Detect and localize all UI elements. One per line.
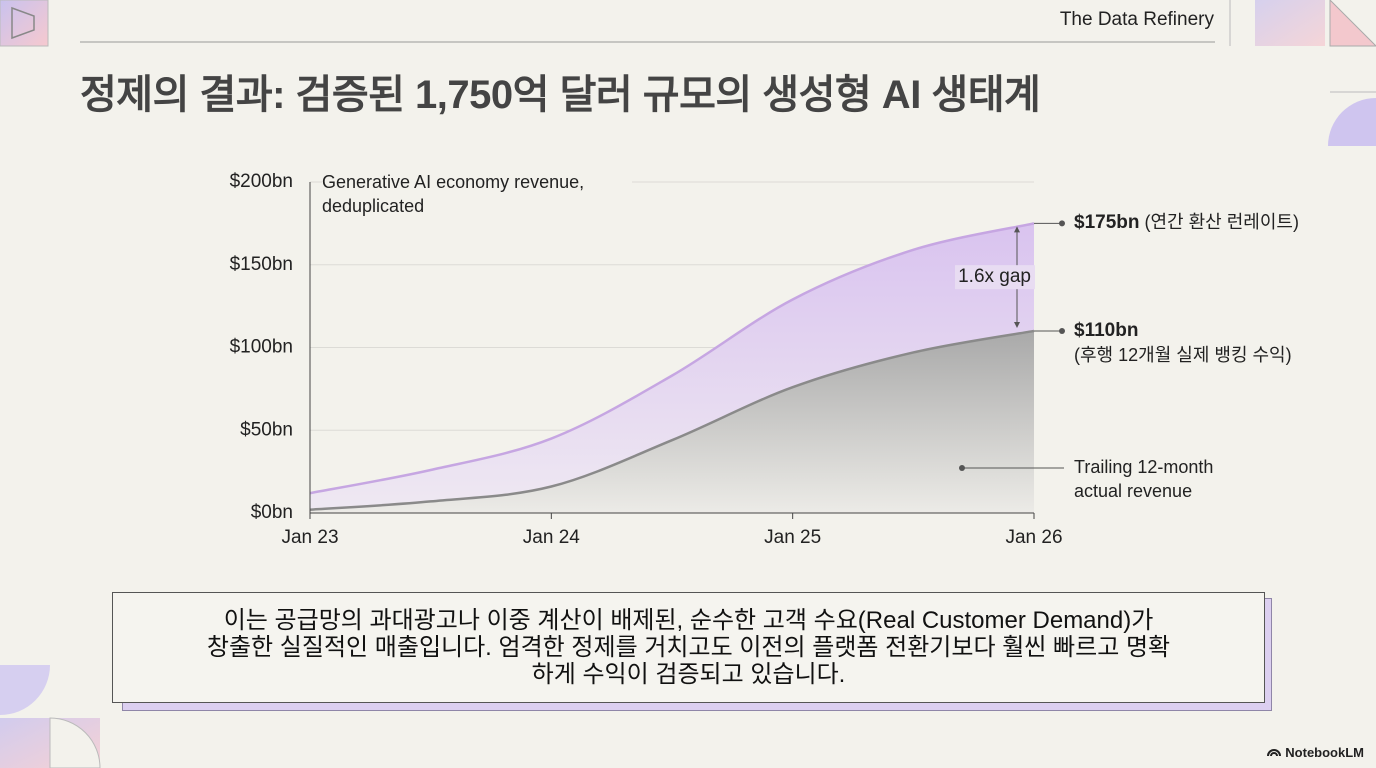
annotation: $175bn (연간 환산 런레이트) bbox=[1074, 210, 1334, 235]
y-tick-label: $100bn bbox=[230, 337, 293, 358]
x-tick-label: Jan 25 bbox=[764, 527, 821, 548]
footer-brand: NotebookLM bbox=[1267, 745, 1364, 760]
legend-label: Trailing 12-month actual revenue bbox=[1074, 457, 1214, 501]
arrowhead bbox=[1014, 226, 1020, 233]
x-tick-label: Jan 23 bbox=[281, 527, 338, 548]
annotation-note: (후행 12개월 실제 뱅킹 수익) bbox=[1074, 344, 1292, 365]
callout: 이는 공급망의 과대광고나 이중 계산이 배제된, 순수한 고객 수요(Real… bbox=[112, 592, 1265, 703]
header-brand: The Data Refinery bbox=[1059, 9, 1214, 30]
y-tick-label: $200bn bbox=[230, 171, 293, 192]
callout-line: 이는 공급망의 과대광고나 이중 계산이 배제된, 순수한 고객 수요(Real… bbox=[223, 607, 1154, 634]
y-tick-label: $0bn bbox=[251, 502, 293, 523]
x-tick-label: Jan 26 bbox=[1005, 527, 1062, 548]
x-tick-label: Jan 24 bbox=[523, 527, 580, 548]
line bbox=[309, 329, 1035, 511]
logo bbox=[1267, 749, 1282, 757]
y-tick-label: $50bn bbox=[240, 419, 293, 440]
footer-text: NotebookLM bbox=[1285, 745, 1364, 760]
annotation-value: $175bn bbox=[1074, 212, 1140, 234]
gap-label: 1.6x gap bbox=[958, 266, 1031, 287]
annotation-value: $110bn bbox=[1074, 319, 1139, 341]
y-axis-title: Generative AI economy revenue, deduplica… bbox=[322, 170, 632, 218]
annotation-note: (연간 환산 런레이트) bbox=[1144, 212, 1299, 233]
slide-title: 정제의 결과: 검증된 1,750억 달러 규모의 생성형 AI 생태계 bbox=[80, 73, 1041, 117]
annotation: $110bn (후행 12개월 실제 뱅킹 수익) bbox=[1074, 318, 1334, 367]
line bbox=[309, 222, 1035, 495]
callout-line: 하게 수익이 검증되고 있습니다. bbox=[531, 661, 846, 688]
area bbox=[310, 330, 1034, 513]
gap-label-bg bbox=[955, 265, 1035, 290]
arrowhead bbox=[1014, 321, 1020, 328]
plot: $0bn $50bn $100bn $150bn $200bn Jan 23 Jan 24 J… bbox=[230, 171, 1065, 548]
y-tick-label: $150bn bbox=[230, 254, 293, 275]
callout-line: 창출한 실질적인 매출입니다. 엄격한 정제를 거치고도 이전의 플랫폼 전환기… bbox=[206, 634, 1171, 661]
